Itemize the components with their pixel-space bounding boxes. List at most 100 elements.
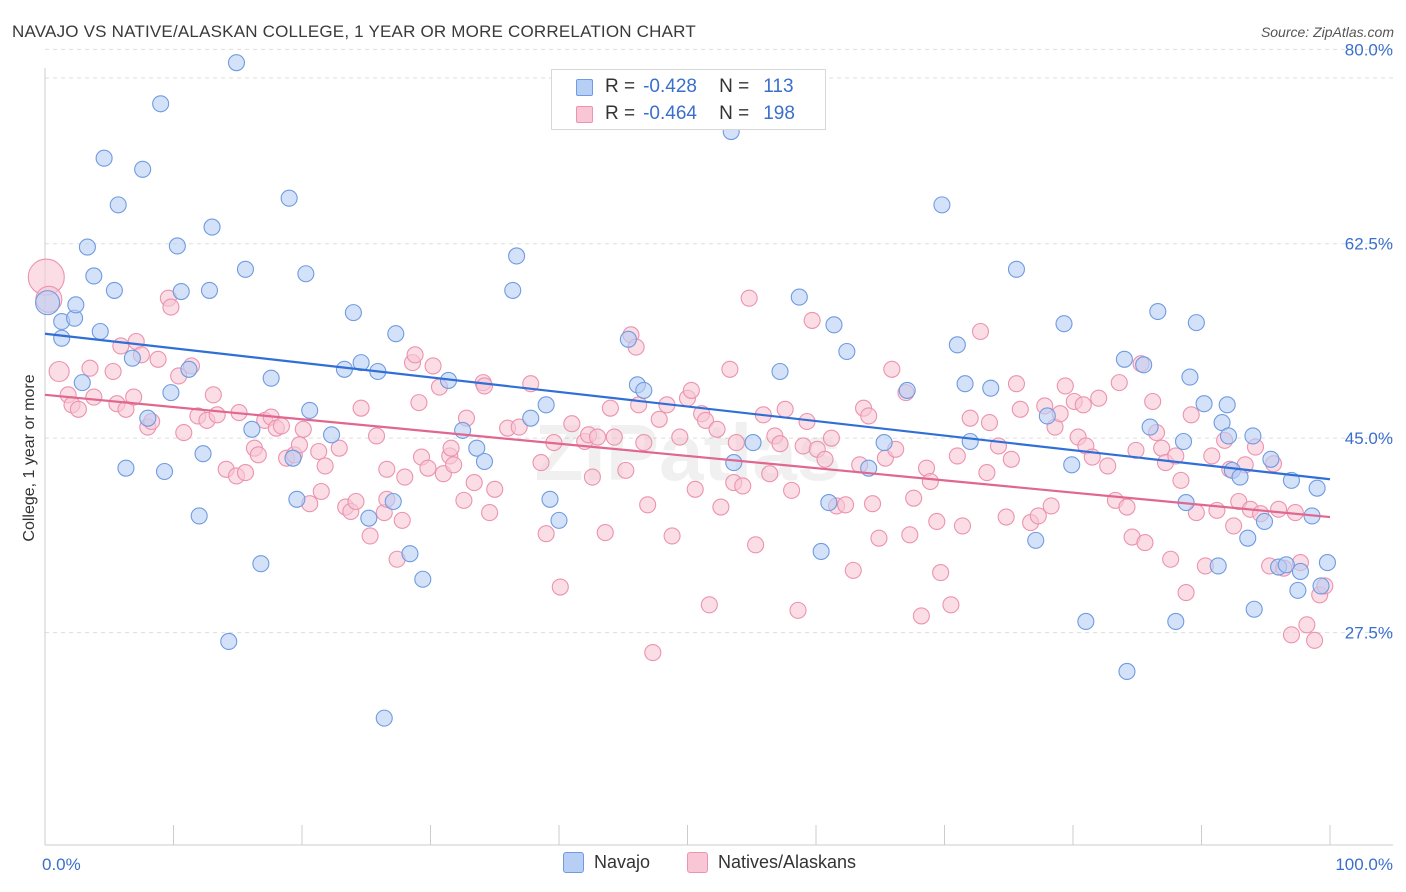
- navajo-point: [105, 281, 123, 299]
- natives-point: [175, 424, 193, 442]
- navajo-point: [288, 490, 306, 508]
- natives-point: [1270, 500, 1288, 518]
- natives-point: [1153, 439, 1171, 457]
- navajo-point: [1055, 315, 1073, 333]
- natives-point: [639, 496, 657, 514]
- natives-point: [870, 529, 888, 547]
- natives-point: [686, 480, 704, 498]
- natives-point: [455, 491, 473, 509]
- natives-point: [312, 482, 330, 501]
- natives-point: [912, 607, 930, 625]
- natives-point: [406, 346, 424, 364]
- navajo-point: [252, 555, 270, 573]
- natives-point: [837, 496, 855, 514]
- natives-point: [883, 360, 901, 378]
- natives-swatch: [576, 105, 593, 123]
- natives-point: [860, 407, 878, 425]
- navajo-point: [1318, 554, 1336, 572]
- navajo-swatch: [576, 78, 593, 96]
- navajo-point: [414, 570, 432, 588]
- navajo-point: [875, 434, 893, 452]
- natives-point: [1167, 447, 1185, 465]
- navajo-point: [1141, 418, 1159, 436]
- navajo-point: [1277, 556, 1295, 574]
- chart-title: NAVAJO VS NATIVE/ALASKAN COLLEGE, 1 YEAR…: [12, 22, 696, 41]
- navajo-point: [1244, 427, 1262, 445]
- navajo-point: [1209, 557, 1227, 575]
- navajo-point: [537, 396, 555, 414]
- y-tick-label: 45.0%: [1345, 429, 1393, 448]
- natives-point: [1136, 534, 1154, 552]
- navajo-point: [360, 509, 378, 527]
- natives-trend-line: [44, 393, 1331, 519]
- navajo-point: [85, 267, 103, 285]
- natives-point: [617, 461, 635, 479]
- natives-point: [901, 526, 919, 544]
- navajo-point: [200, 281, 219, 299]
- natives-point: [393, 511, 411, 529]
- natives-point: [712, 498, 730, 516]
- natives-point: [671, 428, 689, 446]
- natives-point: [961, 409, 979, 427]
- navajo-point: [1231, 468, 1249, 486]
- natives-point: [588, 428, 607, 446]
- natives-point: [294, 420, 312, 438]
- natives-point: [378, 460, 396, 478]
- navajo-point: [375, 709, 393, 727]
- navajo-point: [344, 304, 362, 322]
- navajo-point: [619, 330, 637, 348]
- natives-point: [1110, 374, 1128, 392]
- natives-point: [330, 439, 348, 457]
- natives-point: [537, 525, 555, 543]
- navajo-point: [1118, 662, 1136, 681]
- navajo-point: [825, 316, 843, 334]
- legend-item-navajo[interactable]: Navajo: [563, 852, 650, 873]
- natives-point: [803, 311, 821, 329]
- navajo-point: [838, 342, 856, 361]
- natives-point: [481, 504, 499, 522]
- navajo-point: [982, 379, 1000, 397]
- navajo-point: [1063, 456, 1081, 474]
- navajo-point: [956, 375, 974, 393]
- natives-point: [1162, 550, 1180, 568]
- natives-point: [1118, 498, 1136, 516]
- natives-point: [1282, 626, 1300, 644]
- navajo-point: [1291, 562, 1309, 581]
- navajo-point: [1077, 612, 1095, 631]
- natives-point: [81, 359, 99, 377]
- navajo-point: [73, 374, 91, 392]
- natives-point: [367, 427, 386, 445]
- navajo-point: [203, 218, 221, 236]
- natives-point: [596, 524, 614, 542]
- natives-point: [465, 474, 483, 492]
- natives-point: [747, 536, 765, 554]
- natives-point: [1225, 517, 1243, 535]
- y-tick-label: 80.0%: [1345, 40, 1393, 59]
- natives-point: [410, 394, 428, 412]
- natives-point: [1090, 389, 1108, 407]
- navajo-point: [790, 288, 808, 306]
- natives-point: [112, 337, 130, 355]
- natives-point: [1306, 631, 1324, 649]
- series-legend: Navajo Natives/Alaskans: [0, 852, 1406, 878]
- navajo-point: [898, 381, 916, 399]
- natives-point: [442, 439, 460, 457]
- natives-point: [727, 434, 745, 452]
- natives-point: [162, 298, 180, 316]
- navajo-point: [53, 329, 71, 347]
- natives-point: [310, 442, 328, 461]
- natives-point: [1144, 392, 1162, 411]
- natives-point: [1056, 377, 1074, 395]
- natives-point: [1172, 471, 1190, 489]
- navajo-point: [1181, 368, 1199, 386]
- legend-item-natives[interactable]: Natives/Alaskans: [687, 852, 856, 873]
- source-label: Source: ZipAtlas.com: [1260, 24, 1394, 40]
- natives-point: [816, 450, 834, 468]
- natives-point: [445, 456, 463, 474]
- natives-point: [85, 388, 103, 406]
- navajo-point: [155, 462, 174, 481]
- navajo-point: [168, 237, 186, 255]
- navajo-point: [541, 490, 559, 508]
- navajo-point: [1027, 531, 1045, 549]
- navajo-point: [172, 282, 190, 301]
